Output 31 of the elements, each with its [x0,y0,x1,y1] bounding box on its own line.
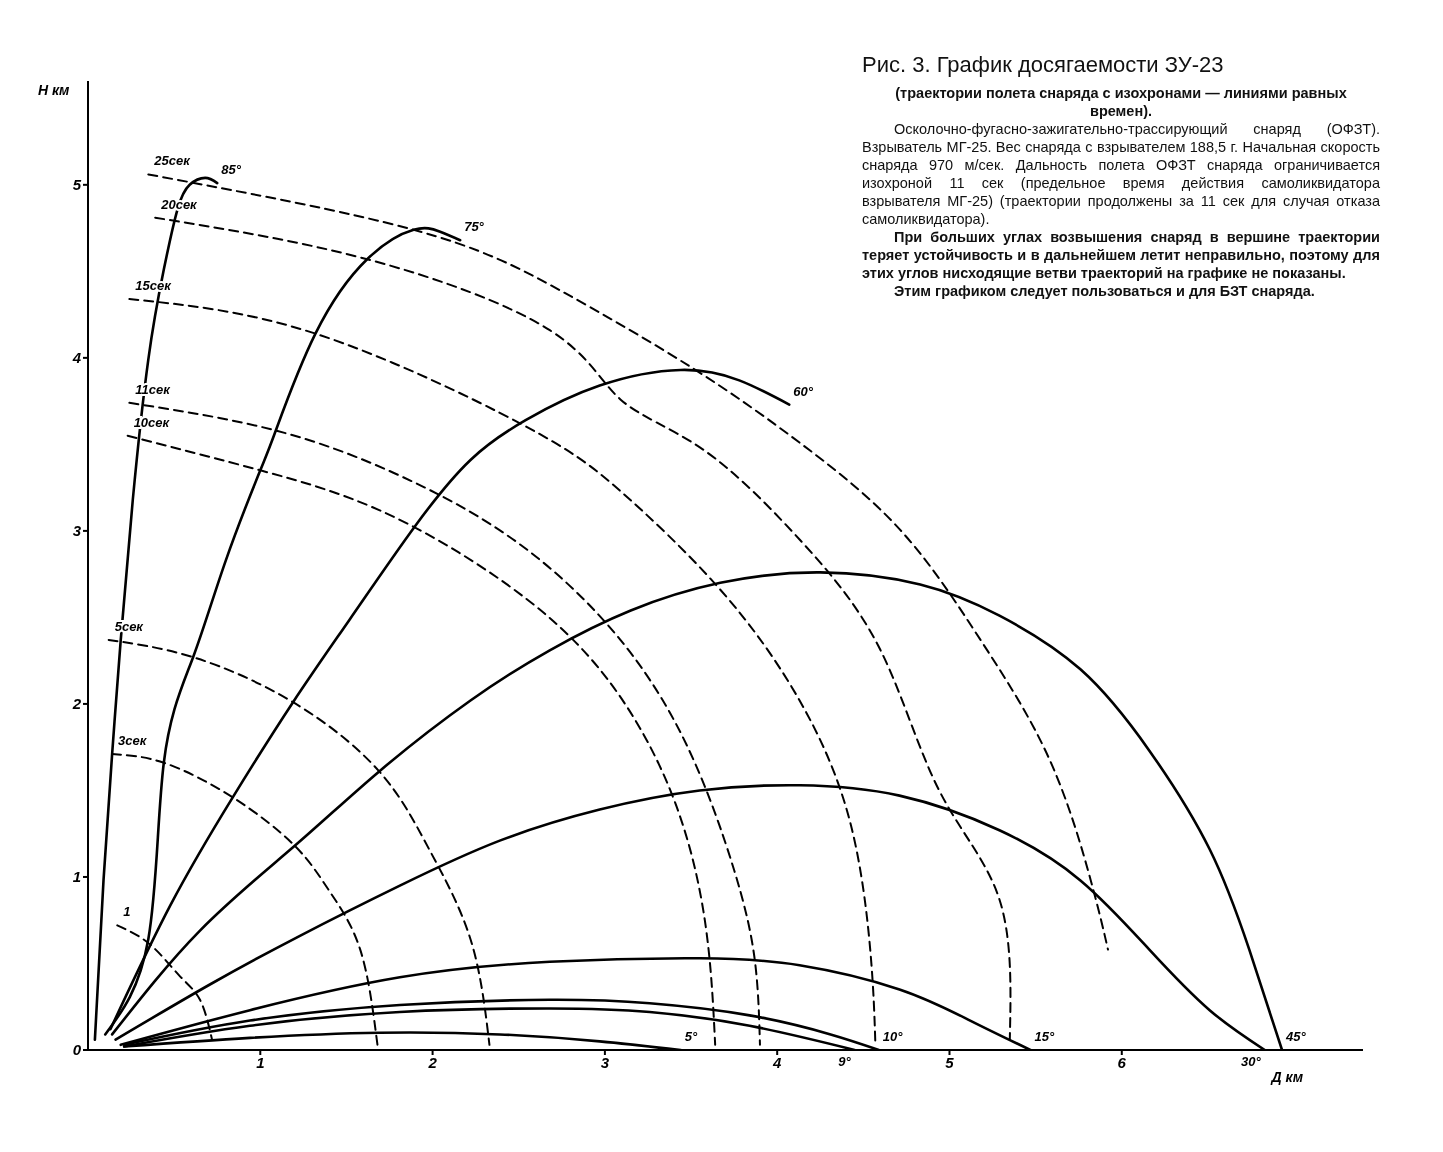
y-axis-title: Н км [38,82,70,98]
x-tick-label: 3 [600,1053,610,1071]
series-label: 1 [123,904,131,920]
annotation: При больших углах возвышения снаряд в вершине траектории теряет устойчивость и в дальнейшем летит неправильно, поэтому для этих углов нисходящие ветви траекторий на графике не показаны. [862,228,1380,282]
x-tick-label: 4 [772,1053,783,1071]
y-tick-label: 2 [71,695,82,713]
series-label: 30° [1241,1054,1262,1069]
series-label: 9° [838,1054,852,1069]
x-tick-label: 6 [1117,1053,1127,1071]
y-tick-label: 5 [72,176,82,194]
x-tick-label: 5 [945,1053,955,1071]
series-label: 5° [684,1029,698,1044]
series-label: 10° [882,1029,904,1044]
y-tick-label: 0 [72,1041,82,1059]
annotation: Осколочно-фугасно-зажигательно-трассирующий снаряд (ОФЗТ). Взрыватель МГ-25. Вес снаряда с взрывателем 188,5 г. Начальная скорость снаряда 970 м/сек. Дальность полета ОФЗТ снаряда ограничивается изохроной 11 сек (предельное время действия самоликвидатора взрывателя МГ-25) (траектории продолжены за 11 сек для случая отказа самоликвидатора). [862,120,1380,228]
text: (траектории полета снаряда с изохронами — линиями равных времен). [894,84,1348,120]
x-axis-title: Д км [1270,1069,1304,1085]
chart-title: Рис. 3. График досягаемости ЗУ-23 [862,51,1225,79]
series-label: 3сек [118,733,148,749]
series-label: 85° [221,162,242,178]
series-label: 25сек [153,153,192,169]
y-tick-label: 4 [71,349,82,367]
series-label: 60° [793,383,814,399]
annotation: Этим графиком следует пользоваться и для БЗТ снаряда. [893,282,1316,300]
y-tick-label: 3 [72,522,82,540]
y-tick-label: 1 [72,868,81,886]
series-label: 15° [1034,1029,1055,1044]
x-tick-label: 2 [427,1053,438,1071]
series-label: 45° [1285,1029,1307,1044]
series-label: 75° [464,219,485,235]
x-tick-label: 1 [256,1053,265,1071]
